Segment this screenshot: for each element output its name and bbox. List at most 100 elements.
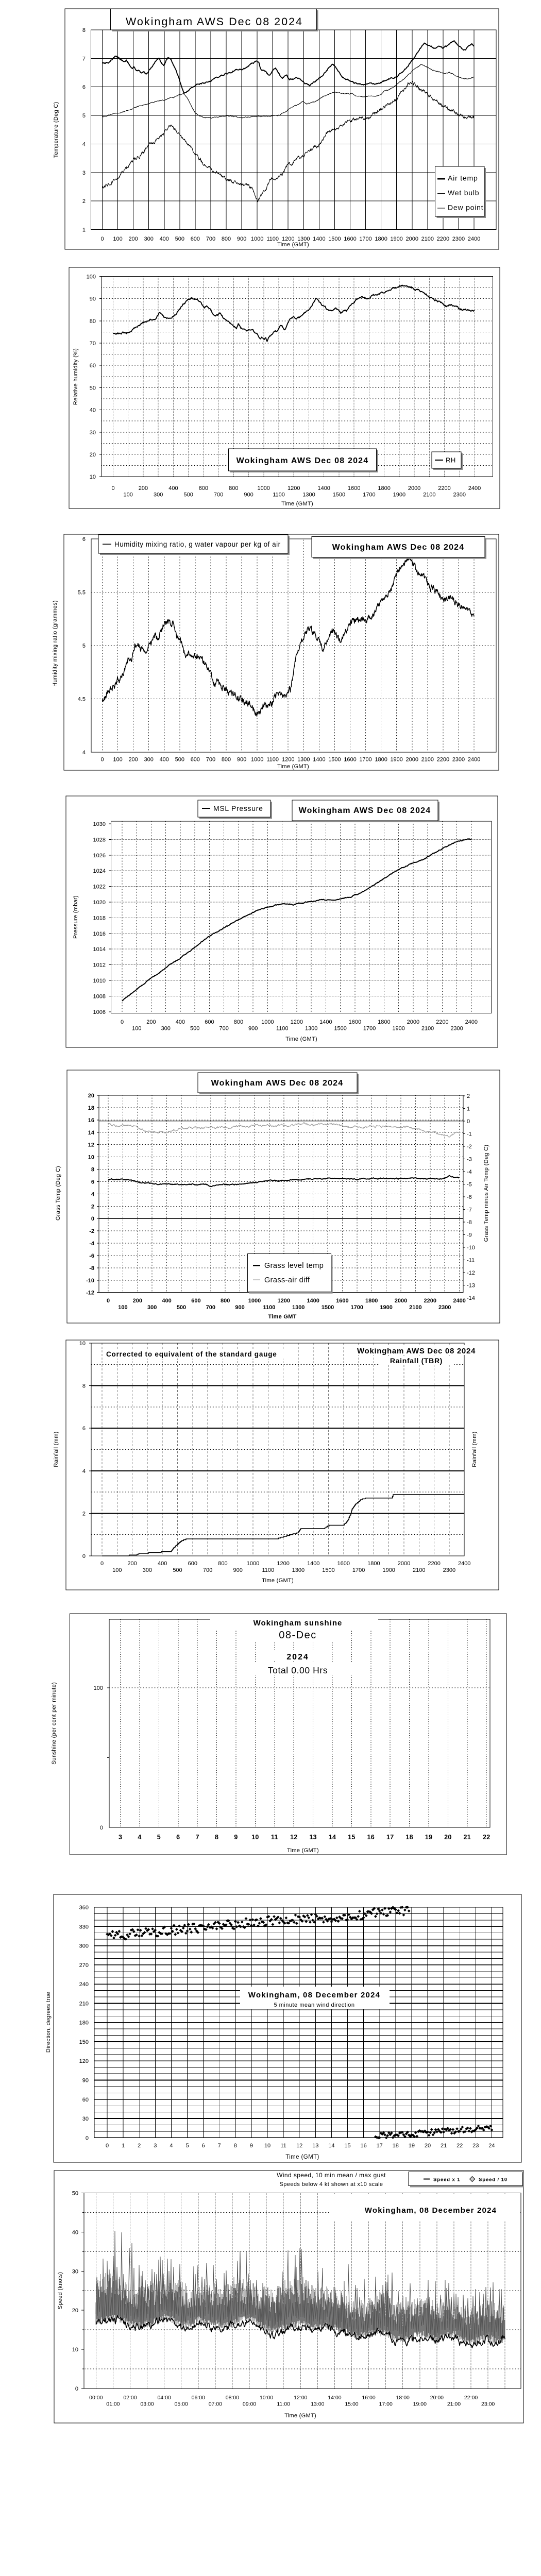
svg-text:1400: 1400 (313, 757, 325, 763)
svg-text:4: 4 (91, 1191, 95, 1197)
svg-text:0: 0 (82, 1553, 86, 1560)
svg-text:02:00: 02:00 (123, 2395, 137, 2401)
svg-text:0: 0 (75, 2386, 78, 2392)
svg-text:1200: 1200 (277, 1561, 289, 1567)
svg-text:9: 9 (250, 2143, 253, 2149)
svg-text:0: 0 (100, 1561, 104, 1567)
svg-text:100: 100 (112, 1567, 122, 1573)
svg-text:Wet bulb: Wet bulb (448, 189, 479, 197)
svg-text:60: 60 (82, 2097, 89, 2103)
svg-text:-4: -4 (467, 1169, 472, 1175)
svg-text:07:00: 07:00 (209, 2401, 222, 2408)
svg-text:3: 3 (154, 2143, 157, 2149)
svg-text:16:00: 16:00 (362, 2395, 375, 2401)
svg-text:60: 60 (90, 363, 96, 369)
svg-text:40: 40 (72, 2229, 78, 2235)
svg-text:2300: 2300 (438, 1304, 451, 1311)
svg-text:Total 0.00 Hrs: Total 0.00 Hrs (268, 1665, 328, 1675)
svg-text:1000: 1000 (251, 236, 263, 242)
svg-text:Wind speed, 10 min mean / max: Wind speed, 10 min mean / max gust (277, 2172, 386, 2179)
svg-text:2000: 2000 (408, 485, 420, 492)
svg-text:200: 200 (128, 757, 138, 763)
svg-text:210: 210 (79, 2001, 89, 2007)
svg-text:900: 900 (237, 757, 246, 763)
svg-text:180: 180 (79, 2020, 89, 2026)
svg-text:300: 300 (144, 757, 154, 763)
svg-text:1010: 1010 (93, 978, 106, 984)
svg-text:500: 500 (177, 1304, 186, 1311)
svg-text:1300: 1300 (305, 1026, 317, 1032)
svg-text:0: 0 (467, 1118, 470, 1125)
svg-text:6: 6 (176, 1834, 180, 1841)
svg-text:Corrected to equivalent of the: Corrected to equivalent of the standard … (106, 1350, 277, 1358)
svg-text:5: 5 (82, 643, 86, 649)
svg-text:22: 22 (457, 2143, 463, 2149)
svg-text:6: 6 (202, 2143, 205, 2149)
svg-text:0: 0 (100, 757, 104, 763)
svg-text:10:00: 10:00 (260, 2395, 273, 2401)
svg-text:-11: -11 (467, 1257, 475, 1263)
svg-text:1700: 1700 (359, 236, 371, 242)
svg-text:3: 3 (82, 170, 86, 176)
svg-text:900: 900 (237, 236, 246, 242)
svg-text:1500: 1500 (328, 757, 341, 763)
svg-text:12: 12 (296, 2143, 302, 2149)
svg-text:22: 22 (483, 1834, 491, 1841)
svg-text:600: 600 (205, 1019, 214, 1025)
svg-text:1400: 1400 (313, 236, 325, 242)
svg-text:2200: 2200 (428, 1561, 440, 1567)
svg-text:2000: 2000 (406, 757, 418, 763)
svg-text:6: 6 (82, 84, 86, 91)
svg-text:1400: 1400 (307, 1561, 319, 1567)
svg-text:2: 2 (467, 1093, 470, 1099)
svg-text:15:00: 15:00 (345, 2401, 358, 2408)
svg-text:1400: 1400 (307, 1298, 319, 1304)
svg-text:400: 400 (158, 1561, 167, 1567)
svg-text:8: 8 (82, 27, 86, 33)
svg-text:09:00: 09:00 (243, 2401, 256, 2408)
svg-text:Time (GMT): Time (GMT) (281, 501, 313, 507)
svg-text:1800: 1800 (375, 236, 387, 242)
svg-text:1400: 1400 (317, 485, 330, 492)
svg-text:900: 900 (244, 492, 253, 498)
svg-text:1022: 1022 (93, 884, 106, 890)
svg-text:500: 500 (175, 757, 184, 763)
svg-text:-4: -4 (89, 1241, 95, 1247)
svg-text:10: 10 (72, 2347, 78, 2353)
svg-text:90: 90 (90, 296, 96, 302)
svg-text:-7: -7 (467, 1207, 472, 1213)
svg-text:10: 10 (90, 474, 96, 480)
svg-text:2: 2 (82, 198, 86, 205)
svg-text:11:00: 11:00 (277, 2401, 290, 2408)
svg-text:5: 5 (82, 113, 86, 119)
svg-text:1016: 1016 (93, 931, 106, 937)
svg-text:50: 50 (90, 385, 96, 391)
svg-text:1100: 1100 (276, 1026, 289, 1032)
svg-text:Sunshine (per cent per minute): Sunshine (per cent per minute) (51, 1682, 57, 1765)
svg-text:2200: 2200 (438, 485, 450, 492)
svg-text:Rainfall (TBR): Rainfall (TBR) (390, 1357, 443, 1365)
svg-text:-13: -13 (467, 1282, 475, 1289)
svg-text:2100: 2100 (421, 757, 434, 763)
svg-text:5: 5 (157, 1834, 161, 1841)
svg-text:-12: -12 (86, 1290, 94, 1296)
svg-text:500: 500 (175, 236, 184, 242)
svg-text:4: 4 (82, 141, 86, 147)
svg-text:300: 300 (144, 236, 154, 242)
svg-text:13: 13 (312, 2143, 318, 2149)
svg-text:2300: 2300 (450, 1026, 463, 1032)
svg-text:-12: -12 (467, 1270, 475, 1276)
svg-text:800: 800 (229, 485, 238, 492)
svg-text:12: 12 (290, 1834, 298, 1841)
svg-text:1000: 1000 (261, 1019, 274, 1025)
svg-text:05:00: 05:00 (175, 2401, 188, 2408)
svg-text:Time (GMT): Time (GMT) (287, 1848, 319, 1854)
svg-text:9: 9 (234, 1834, 238, 1841)
svg-text:50: 50 (72, 2191, 78, 2197)
svg-text:300: 300 (154, 492, 163, 498)
svg-text:22:00: 22:00 (464, 2395, 478, 2401)
svg-text:Grass Temp (Deg C): Grass Temp (Deg C) (55, 1166, 61, 1221)
svg-text:1028: 1028 (93, 837, 106, 843)
svg-text:1200: 1200 (282, 236, 294, 242)
svg-text:Rainfall (mm): Rainfall (mm) (471, 1431, 478, 1467)
